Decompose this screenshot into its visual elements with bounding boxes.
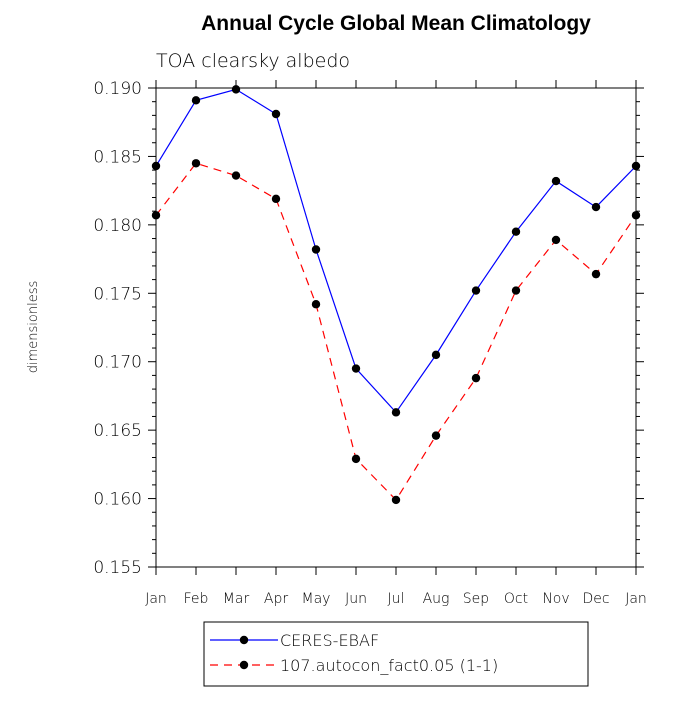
series-2-point xyxy=(311,300,321,309)
axes-frame xyxy=(155,87,637,568)
legend: CERES-EBAF 107.autocon_fact0.05 (1-1) xyxy=(203,621,589,687)
legend-label-2: 107.autocon_fact0.05 (1-1) xyxy=(280,656,498,675)
series-1-point xyxy=(191,96,201,105)
series-1-point xyxy=(631,161,641,171)
legend-marker-2 xyxy=(239,660,249,670)
x-tick-label: Sep xyxy=(463,591,489,607)
x-tick-label: May xyxy=(302,591,331,607)
series-2-point xyxy=(391,495,401,505)
x-tick-label: Nov xyxy=(542,591,569,607)
series-2-point xyxy=(551,235,561,245)
x-tick-label: Jun xyxy=(345,591,367,607)
x-tick-label: Jul xyxy=(388,591,405,607)
legend-marker-1 xyxy=(239,635,249,645)
x-tick-label: Feb xyxy=(184,591,209,607)
x-tick-label: Oct xyxy=(504,591,528,607)
series-1-point xyxy=(231,85,241,94)
series-1-point xyxy=(431,350,441,360)
series-2-point xyxy=(471,373,481,383)
legend-label-1: CERES-EBAF xyxy=(280,631,379,650)
y-tick-label: 0.165 xyxy=(93,421,142,441)
chart-title: Annual Cycle Global Mean Climatology xyxy=(201,12,591,35)
series-1-point xyxy=(471,286,481,295)
series-1-point xyxy=(591,202,601,212)
series-line-1 xyxy=(155,88,637,414)
series-1-point xyxy=(351,364,361,373)
series-2-point xyxy=(431,431,441,440)
series-2-point xyxy=(271,194,281,204)
y-tick-label: 0.155 xyxy=(93,558,142,578)
y-tick-label: 0.170 xyxy=(93,353,142,373)
y-tick-label: 0.160 xyxy=(93,490,142,510)
x-axis-ticks: Jan Feb Mar Apr May Jun Jul Aug Sep Oct Nov Dec Jan xyxy=(145,80,647,607)
y-axis-label: dimensionless xyxy=(26,281,41,374)
y-tick-label: 0.185 xyxy=(93,147,142,167)
chart-subtitle: TOA clearsky albedo xyxy=(156,50,350,72)
series-1-point xyxy=(151,161,161,171)
x-tick-label: Jan xyxy=(625,591,647,607)
x-tick-label: Apr xyxy=(264,591,288,607)
x-tick-label: Aug xyxy=(423,591,450,607)
series-2-point xyxy=(591,269,601,279)
plot-series xyxy=(151,85,641,505)
series-2-point xyxy=(231,171,241,180)
series-1-point xyxy=(311,245,321,254)
series-line-2 xyxy=(155,162,637,501)
y-axis-ticks: 0.155 0.160 0.165 0.170 0.175 0.180 0.185 0.190 xyxy=(93,79,644,578)
series-2-point xyxy=(191,159,201,168)
series-2-point xyxy=(351,454,361,464)
series-1-point xyxy=(391,408,401,417)
series-2-point xyxy=(511,286,521,295)
y-tick-label: 0.190 xyxy=(93,79,142,99)
series-2-point xyxy=(151,211,161,220)
series-1-point xyxy=(551,176,561,186)
legend-box xyxy=(203,621,589,687)
series-1-point xyxy=(511,227,521,236)
y-tick-label: 0.180 xyxy=(93,216,142,236)
plot-frame xyxy=(155,87,637,568)
series-1-point xyxy=(271,109,281,119)
y-tick-label: 0.175 xyxy=(93,284,142,304)
x-tick-label: Jan xyxy=(145,591,167,607)
series-2-point xyxy=(631,211,641,220)
x-tick-label: Dec xyxy=(582,591,609,607)
x-tick-label: Mar xyxy=(223,591,250,607)
